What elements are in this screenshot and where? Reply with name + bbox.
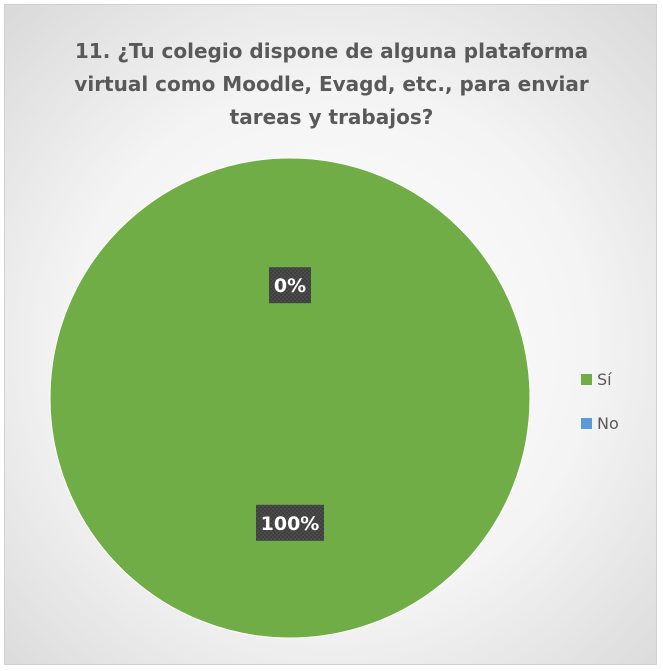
- legend-label: Sí: [597, 370, 612, 389]
- legend-swatch: [581, 418, 592, 429]
- chart-title: 11. ¿Tu colegio dispone de alguna plataf…: [74, 39, 589, 129]
- data-label-si: 100%: [256, 504, 324, 541]
- data-label-text: 100%: [261, 513, 320, 535]
- data-label-box: [269, 267, 311, 304]
- legend-item-no: No: [581, 414, 619, 433]
- legend-label: No: [597, 414, 619, 433]
- data-label-no: 0%: [269, 267, 311, 304]
- legend-swatch: [581, 374, 592, 385]
- legend-item-si: Sí: [581, 370, 612, 389]
- pie-slice-si: [49, 157, 531, 639]
- data-label-text: 0%: [274, 275, 306, 297]
- data-label-box: [256, 504, 324, 541]
